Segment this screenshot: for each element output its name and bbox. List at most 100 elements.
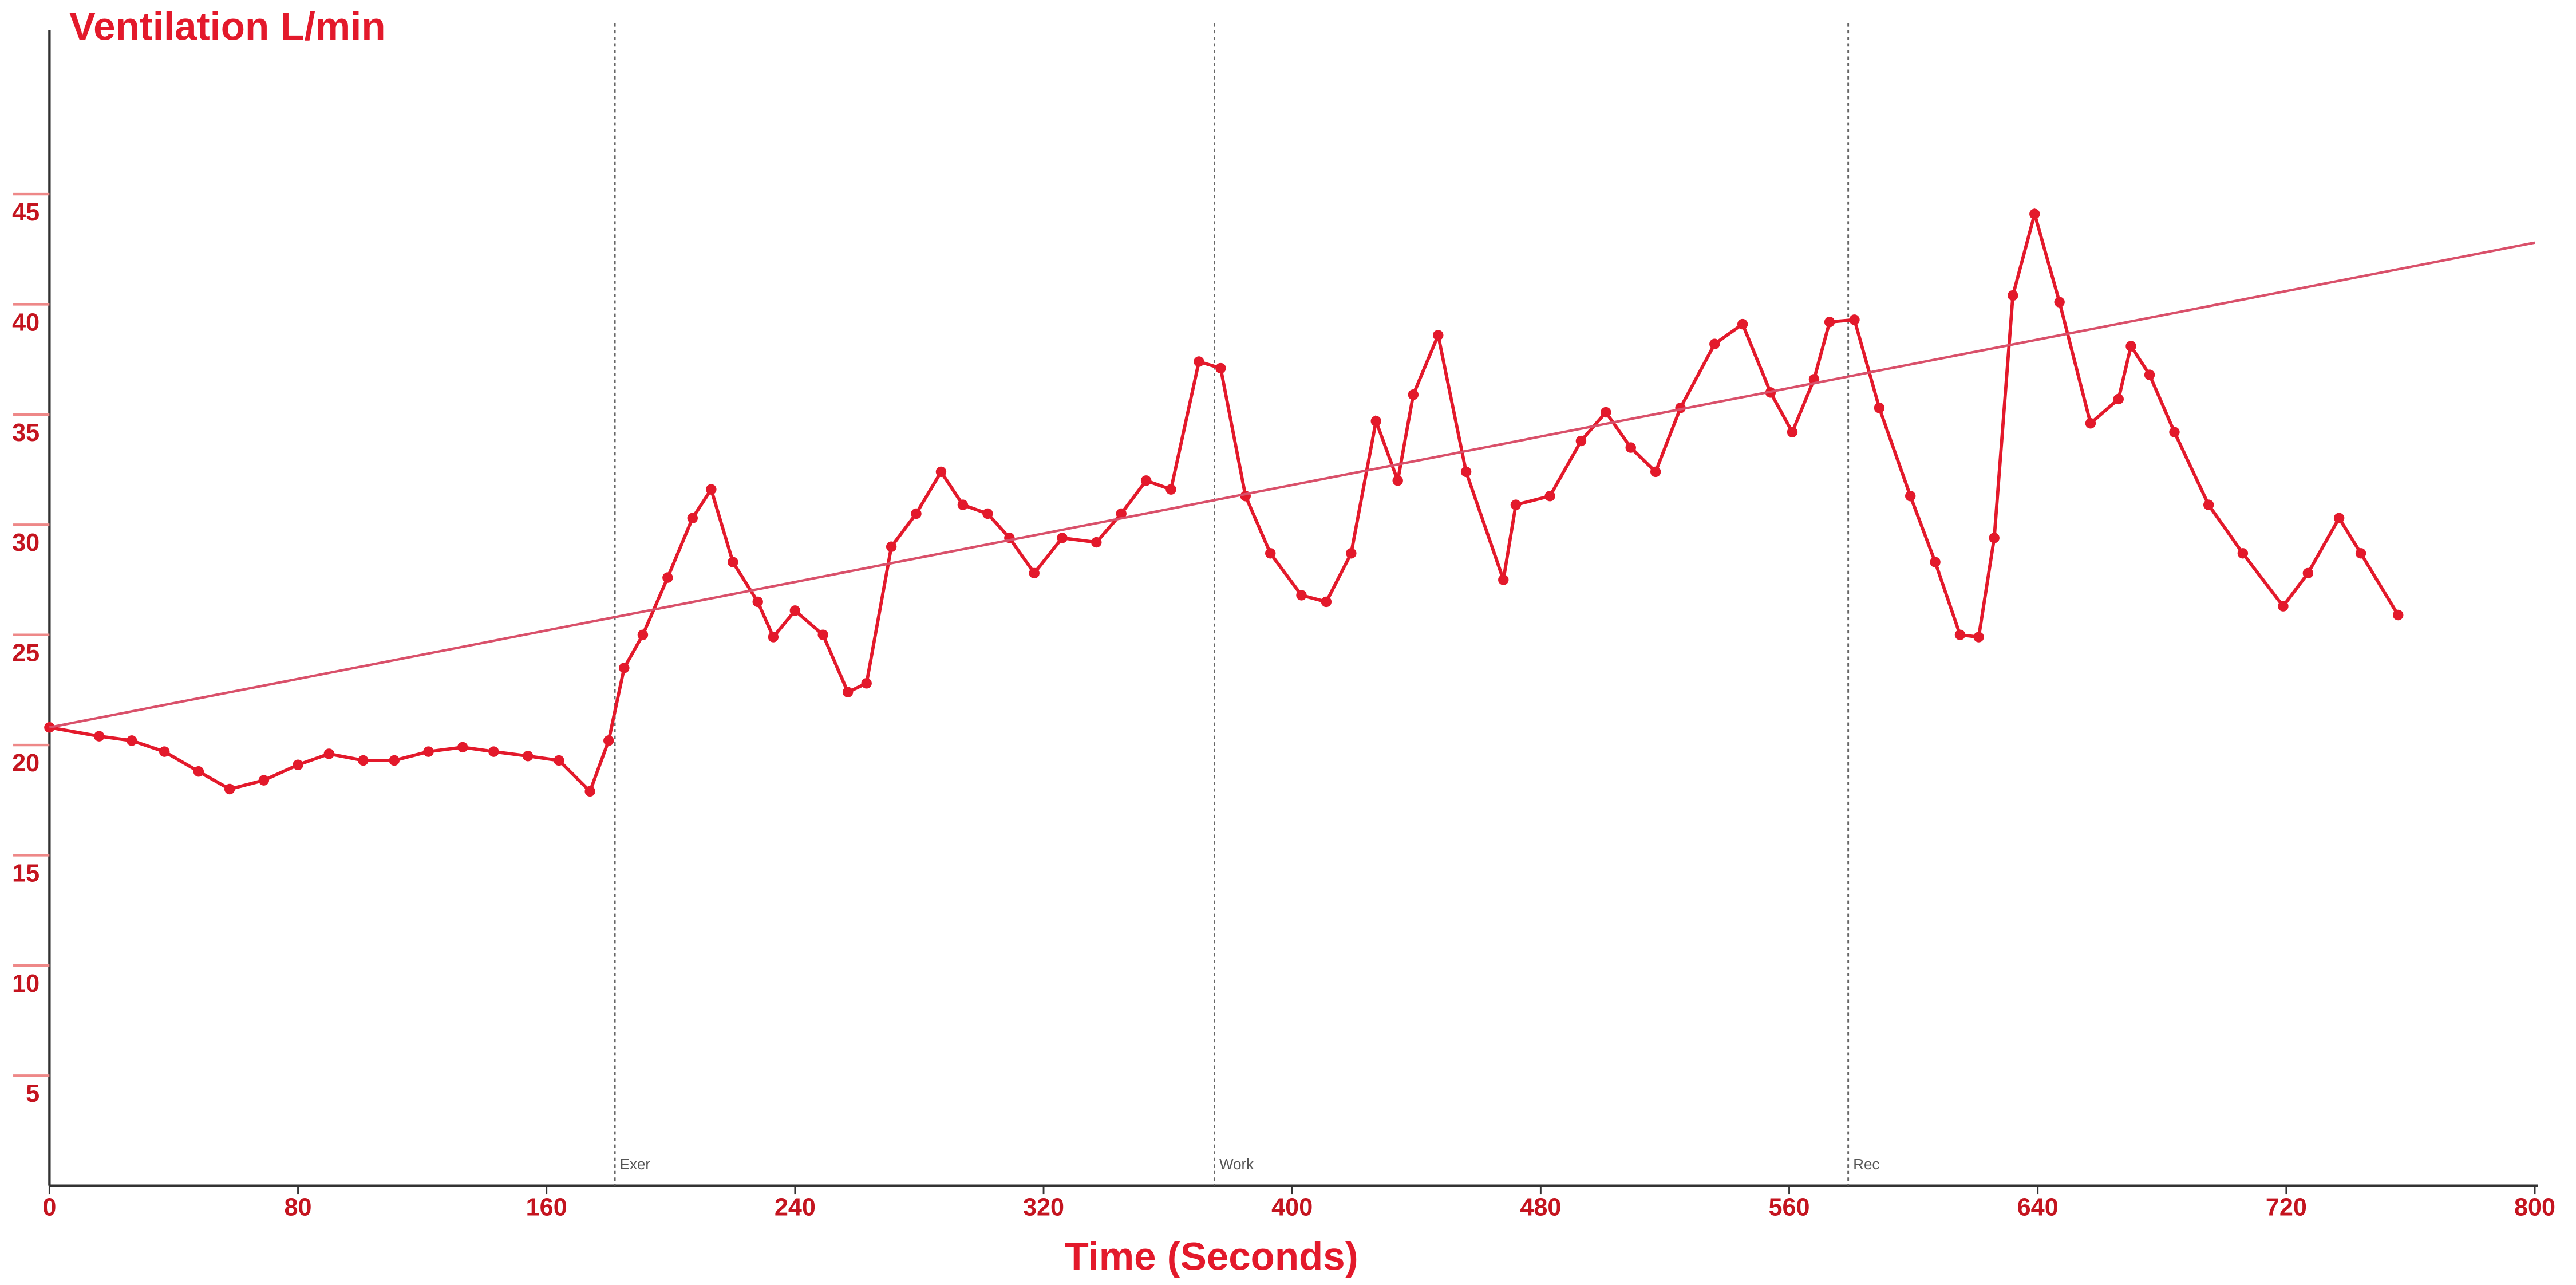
data-point (1787, 427, 1798, 437)
data-point (224, 783, 235, 795)
data-point (193, 766, 204, 777)
data-point (1140, 475, 1152, 486)
phase-label: Rec (1853, 1157, 1879, 1173)
data-point (2029, 208, 2040, 219)
data-point (1905, 491, 1916, 502)
x-tick-label: 640 (2017, 1193, 2059, 1221)
data-point (1973, 632, 1984, 642)
phase-label: Exer (620, 1157, 651, 1173)
data-point (323, 748, 335, 759)
data-point (2113, 393, 2124, 405)
data-point (1321, 596, 1332, 608)
data-point (728, 557, 738, 567)
data-point (2085, 418, 2096, 429)
data-point (1737, 318, 1748, 330)
data-point (1057, 533, 1068, 543)
data-point (1296, 590, 1307, 601)
data-point (817, 629, 828, 640)
data-point (293, 759, 303, 770)
data-point (1954, 629, 1966, 640)
x-tick-label: 0 (42, 1193, 56, 1221)
data-point (1601, 407, 1611, 418)
data-point (1650, 466, 1661, 478)
data-point (1165, 484, 1176, 495)
data-point (706, 484, 717, 495)
data-point (457, 742, 468, 753)
data-point (886, 541, 897, 552)
data-point (1989, 533, 2000, 543)
y-tick-label: 30 (12, 529, 39, 557)
data-point (1029, 567, 1040, 579)
data-point (2169, 427, 2180, 437)
y-tick-label: 10 (12, 970, 39, 998)
data-point (911, 508, 922, 519)
y-tick-label: 15 (12, 860, 39, 887)
y-tick-label: 5 (26, 1080, 39, 1107)
data-point (935, 466, 947, 478)
data-point (488, 746, 499, 757)
series-line (49, 207, 2400, 795)
data-point (687, 513, 698, 523)
data-point (1874, 403, 1885, 413)
data-point (1116, 508, 1127, 519)
data-point (159, 746, 170, 757)
x-tick-label: 240 (775, 1193, 816, 1221)
y-tick-label: 40 (12, 309, 39, 336)
chart-title: Ventilation L/min (69, 4, 386, 49)
data-point (2054, 297, 2065, 308)
data-point (554, 755, 564, 766)
data-point (1433, 330, 1444, 341)
data-point (584, 786, 595, 797)
x-tick-label: 80 (285, 1193, 312, 1221)
y-tick-label: 25 (12, 640, 39, 667)
phase-label: Work (1219, 1157, 1254, 1173)
data-point (1194, 356, 1204, 367)
data-point (522, 751, 534, 762)
data-point (752, 596, 763, 608)
data-point (957, 499, 969, 510)
data-point (126, 735, 137, 746)
y-tick-label: 35 (12, 419, 39, 447)
y-tick-label: 20 (12, 750, 39, 777)
data-point (1709, 338, 1720, 349)
data-point (1370, 416, 1381, 427)
x-tick-label: 480 (1520, 1193, 1561, 1221)
x-tick-label: 320 (1023, 1193, 1064, 1221)
data-point (1265, 548, 1276, 559)
data-point (619, 663, 630, 673)
data-point (1408, 389, 1419, 400)
y-tick-label: 45 (12, 199, 39, 226)
data-point (2144, 369, 2155, 380)
data-point (1625, 442, 1636, 453)
data-point (2302, 567, 2314, 579)
x-axis-label: Time (Seconds) (1065, 1233, 1358, 1278)
data-point (1510, 499, 1522, 510)
data-point (662, 572, 673, 583)
data-point (1392, 475, 1403, 486)
data-point (1824, 317, 1835, 328)
x-tick-label: 800 (2514, 1193, 2555, 1221)
data-point (861, 678, 872, 689)
data-point (2393, 609, 2404, 621)
data-point (1346, 548, 1357, 559)
data-point (1498, 574, 1509, 585)
data-point (2008, 290, 2018, 301)
data-point (1544, 491, 1555, 502)
data-point (2278, 601, 2289, 612)
data-point (2355, 548, 2366, 559)
data-point (1849, 314, 1860, 325)
data-point (1091, 537, 1102, 548)
data-point (258, 775, 270, 786)
series-line (49, 241, 2535, 729)
data-point (2237, 548, 2249, 559)
data-point (1215, 362, 1226, 374)
data-point (768, 632, 779, 642)
x-tick-label: 160 (526, 1193, 567, 1221)
data-point (358, 755, 369, 766)
data-point (1930, 557, 1941, 567)
data-point (2203, 499, 2214, 510)
data-point (789, 605, 801, 616)
data-point (1460, 466, 1472, 478)
